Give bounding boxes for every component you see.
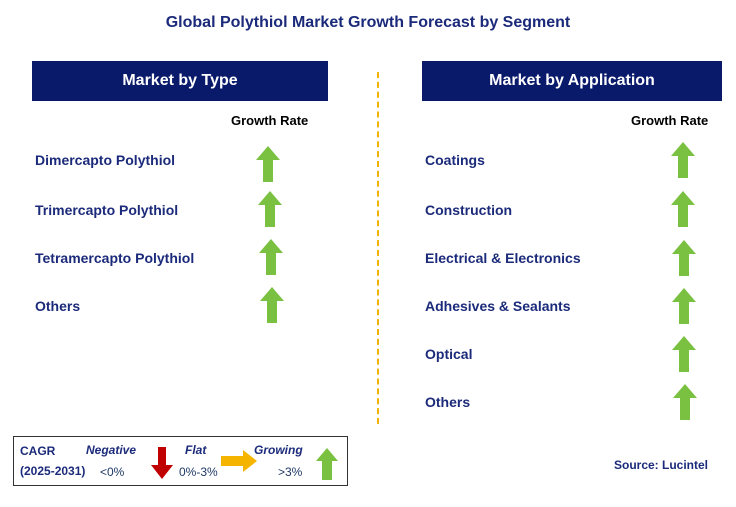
type-item-1: Dimercapto Polythiol: [35, 152, 176, 168]
legend-period-label: (2025-2031): [20, 464, 86, 478]
application-item-4: Adhesives & Sealants: [425, 298, 571, 314]
panel-divider: [377, 72, 379, 424]
application-item-5: Optical: [425, 346, 473, 362]
source-label: Source: Lucintel: [613, 458, 708, 472]
application-item-3-up-arrow-icon: [672, 240, 696, 276]
application-item-1-up-arrow-icon: [671, 142, 695, 178]
application-growth-rate-label: Growth Rate: [631, 113, 709, 128]
application-item-2-up-arrow-icon: [671, 191, 695, 227]
application-item-6-up-arrow-icon: [673, 384, 697, 420]
type-item-1-up-arrow-icon: [256, 146, 280, 182]
type-item-2-up-arrow-icon: [258, 191, 282, 227]
legend-negative-label: Negative: [86, 443, 137, 457]
legend-up-arrow-icon: [316, 448, 338, 480]
application-item-5-up-arrow-icon: [672, 336, 696, 372]
legend-cagr-label: CAGR: [20, 444, 56, 458]
application-item-3: Electrical & Electronics: [425, 250, 581, 266]
application-item-4-up-arrow-icon: [672, 288, 696, 324]
type-item-3-up-arrow-icon: [259, 239, 283, 275]
right-arrow-icon: [221, 450, 257, 472]
application-item-2: Construction: [425, 202, 513, 218]
legend-growing-range: >3%: [278, 465, 303, 479]
legend-flat-range: 0%-3%: [179, 465, 218, 479]
chart-title: Global Polythiol Market Growth Forecast …: [165, 14, 571, 31]
type-item-3: Tetramercapto Polythiol: [35, 250, 195, 266]
application-item-1: Coatings: [425, 152, 485, 168]
legend-negative-range: <0%: [100, 465, 125, 479]
type-item-4: Others: [35, 298, 81, 314]
application-header: Market by Application: [422, 61, 722, 101]
type-growth-rate-label: Growth Rate: [231, 113, 309, 128]
down-arrow-icon: [151, 447, 173, 479]
cagr-legend: CAGR (2025-2031) Negative <0% Flat 0%-3%…: [13, 436, 348, 486]
legend-growing-label: Growing: [254, 443, 303, 457]
type-header: Market by Type: [32, 61, 328, 101]
type-item-4-up-arrow-icon: [260, 287, 284, 323]
application-item-6: Others: [425, 394, 471, 410]
type-item-2: Trimercapto Polythiol: [35, 202, 179, 218]
legend-flat-label: Flat: [185, 443, 207, 457]
